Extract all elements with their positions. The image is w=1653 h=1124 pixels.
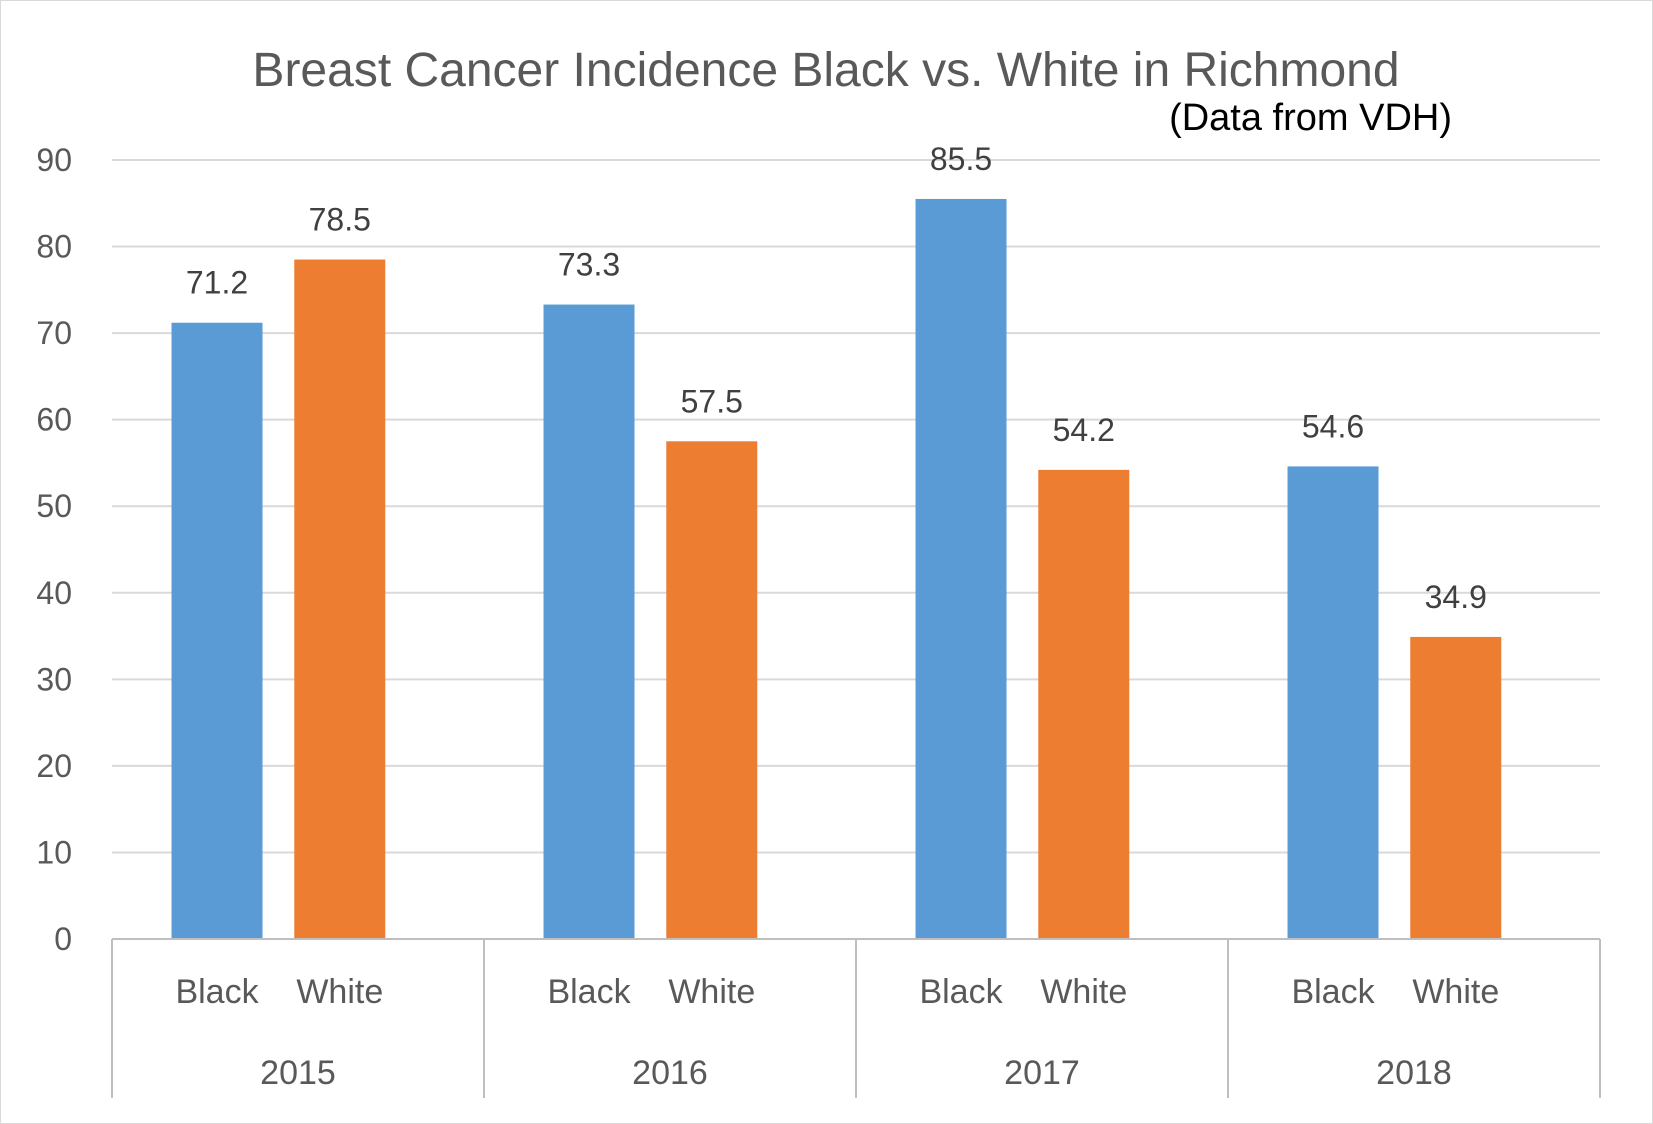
chart-title: Breast Cancer Incidence Black vs. White … [252,44,1399,97]
group-label: 2016 [632,1054,708,1092]
data-label: 54.2 [1053,412,1115,448]
y-tick-label: 0 [54,921,72,957]
data-label: 85.5 [930,141,992,177]
category-label: Black [175,973,259,1011]
bars: 71.2 78.5 73.3 57.5 85.5 54.2 54.6 34.9 [171,141,1502,939]
bar-black-2016 [543,304,635,939]
category-label: White [668,973,755,1011]
category-label: Black [547,973,631,1011]
category-label: White [1412,973,1499,1011]
y-tick-label: 40 [36,575,72,611]
bar-black-2018 [1287,466,1379,939]
chart-subtitle: (Data from VDH) [1169,97,1452,139]
y-tick-label: 50 [36,488,72,524]
data-label: 57.5 [681,383,743,419]
bar-white-2017 [1038,469,1130,939]
bar-white-2018 [1410,636,1502,939]
group-label: 2017 [1004,1054,1080,1092]
y-tick-label: 80 [36,229,72,265]
data-label: 71.2 [186,265,248,301]
bar-black-2015 [171,322,263,939]
y-tick-label: 20 [36,748,72,784]
bar-white-2016 [666,441,758,939]
y-tick-label: 10 [36,834,72,870]
y-axis: 0 10 20 30 40 50 60 70 80 90 [36,142,72,957]
y-tick-label: 60 [36,402,72,438]
y-tick-label: 70 [36,315,72,351]
bar-black-2017 [915,198,1007,939]
bar-white-2015 [294,259,386,939]
group-label: 2015 [260,1054,336,1092]
y-tick-label: 30 [36,661,72,697]
data-label: 78.5 [309,202,371,238]
x-axis: Black White 2015 Black White 2016 Black White 20… [111,938,1601,1098]
category-label: Black [919,973,1003,1011]
category-label: White [1040,973,1127,1011]
group-label: 2018 [1376,1054,1452,1092]
category-label: White [296,973,383,1011]
data-label: 54.6 [1302,408,1364,444]
y-tick-label: 90 [36,142,72,178]
data-label: 73.3 [558,247,620,283]
category-label: Black [1291,973,1375,1011]
data-label: 34.9 [1425,579,1487,615]
